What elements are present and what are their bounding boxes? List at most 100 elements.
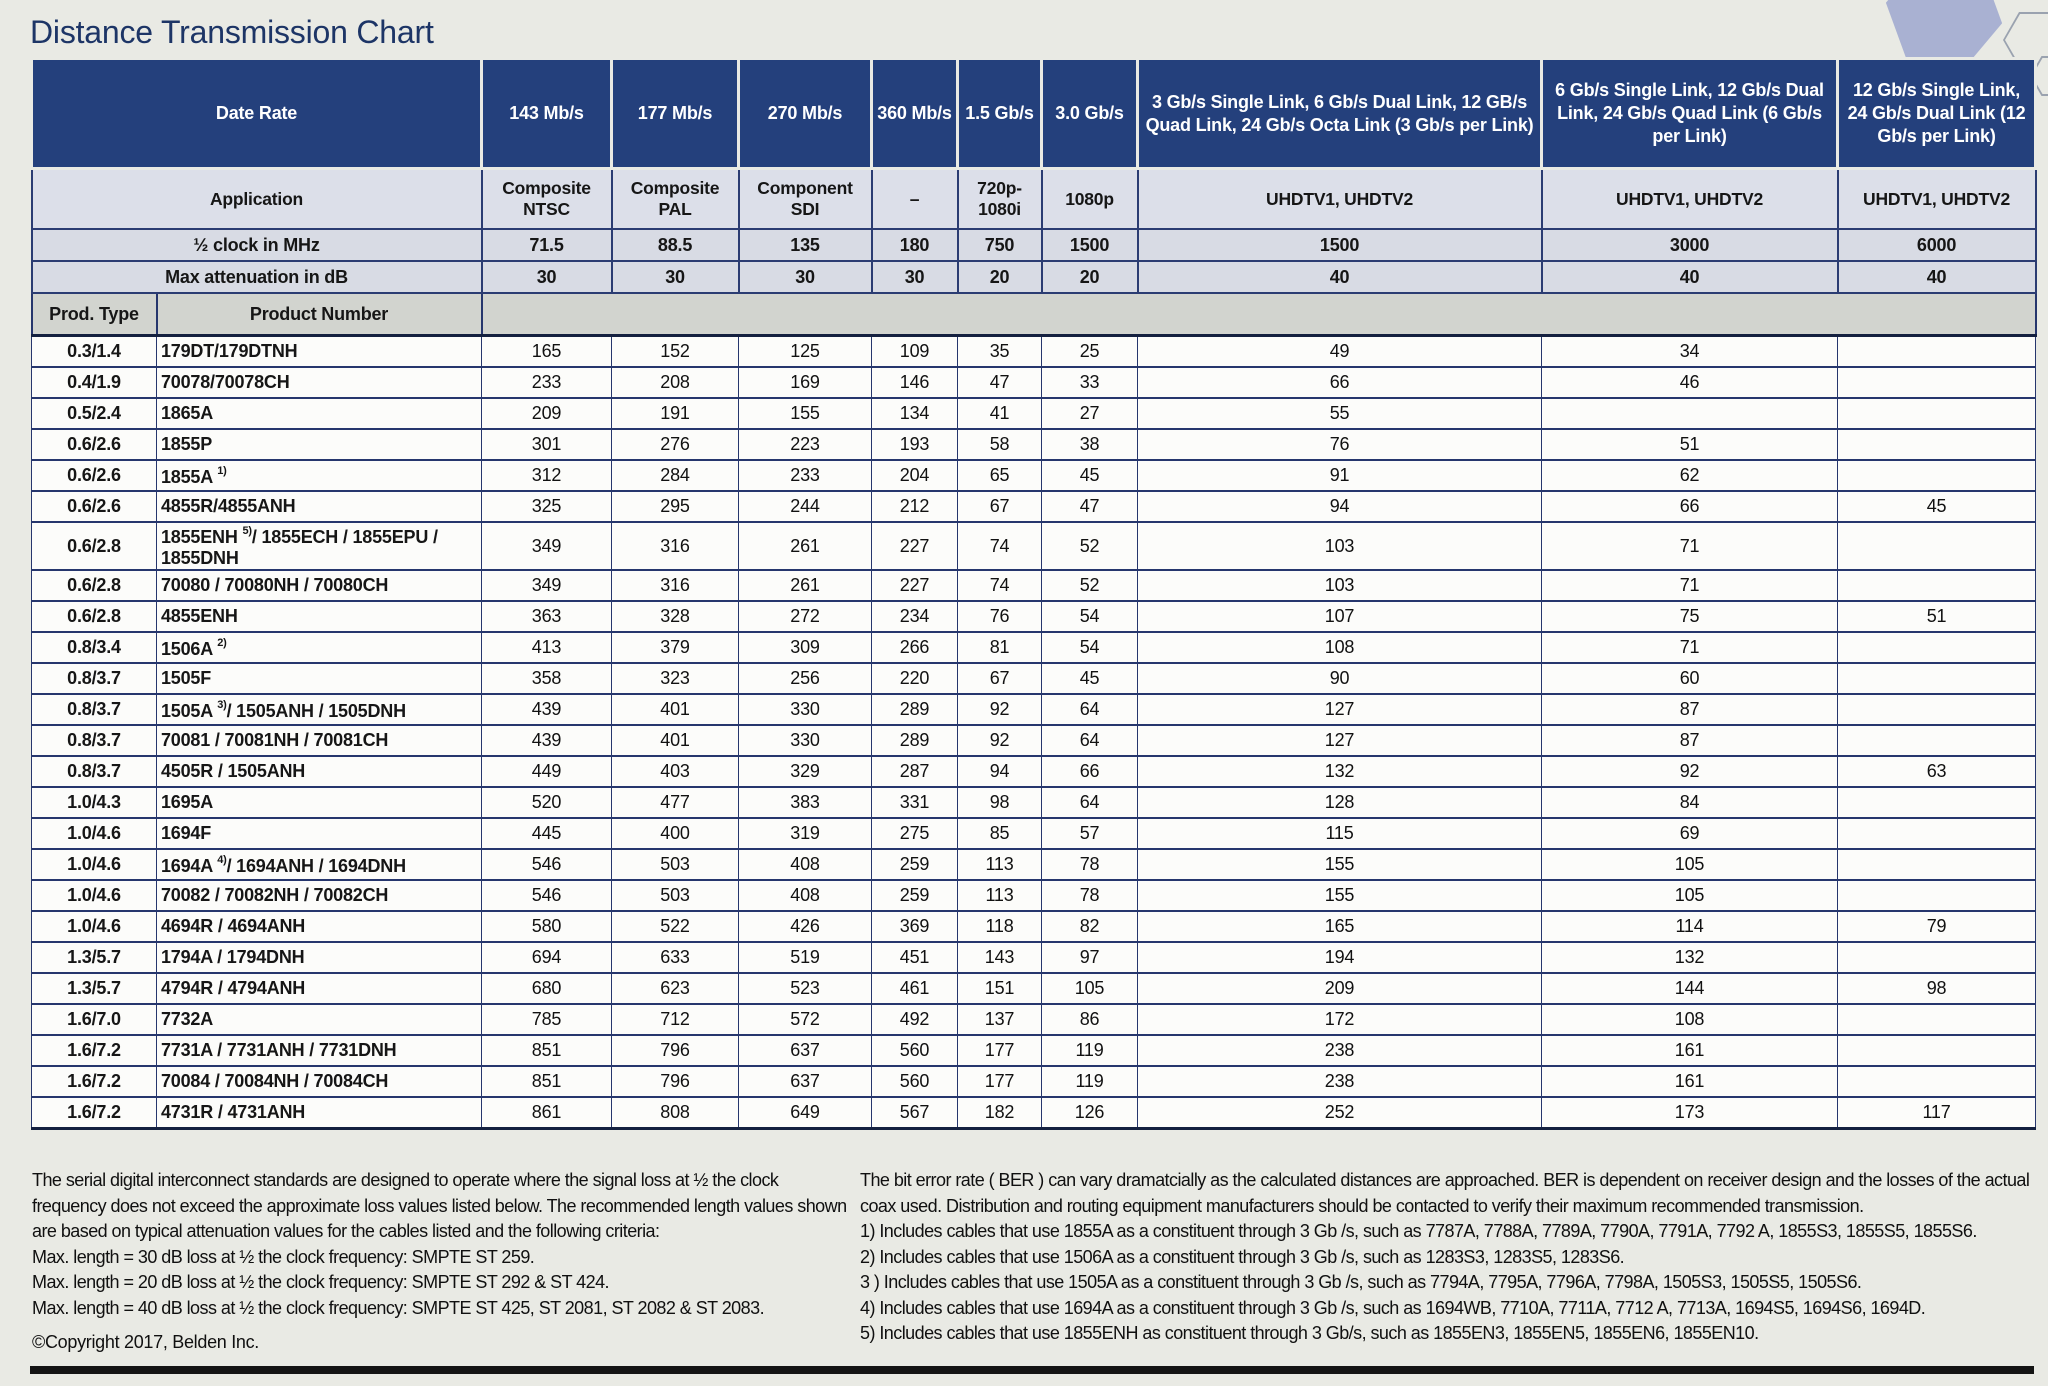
product-number-cell: 1855A 1) — [155, 459, 483, 492]
value-cell — [1837, 366, 2037, 399]
value-cell: 633 — [611, 941, 740, 974]
table-row: 0.6/2.6 1855A 1) 312 284 233 204 65 45 91 62 — [31, 459, 2037, 492]
product-number-cell: 4505R / 1505ANH — [155, 755, 483, 788]
header-row-application: Application Composite NTSC Composite PAL… — [30, 167, 2037, 230]
value-cell: 316 — [611, 569, 740, 602]
value-cell: 55 — [1137, 397, 1543, 430]
value-cell: 276 — [611, 428, 740, 461]
prod-type-cell: 1.0/4.6 — [31, 879, 157, 912]
footnote-line: 5) Includes cables that use 1855ENH as c… — [860, 1323, 1759, 1343]
prod-type-cell: 1.6/7.2 — [31, 1034, 157, 1067]
product-number-cell: 1694F — [155, 817, 483, 850]
value-cell — [1837, 848, 2037, 881]
header-row-attenuation: Max attenuation in dB 30 30 30 30 20 20 … — [30, 260, 2037, 294]
value-cell: 127 — [1137, 724, 1543, 757]
value-cell: 65 — [957, 459, 1043, 492]
value-cell: 289 — [871, 724, 959, 757]
product-number-cell: 4694R / 4694ANH — [155, 910, 483, 943]
value-cell: 146 — [871, 366, 959, 399]
distance-transmission-table: Date Rate 143 Mb/s 177 Mb/s 270 Mb/s 360… — [29, 57, 2038, 1130]
attenuation-cell: 30 — [610, 260, 740, 294]
product-number-cell: 7731A / 7731ANH / 7731DNH — [155, 1034, 483, 1067]
value-cell: 128 — [1137, 786, 1543, 819]
table-row: 0.8/3.4 1506A 2) 413 379 309 266 81 54 108 71 — [31, 631, 2037, 664]
value-cell: 98 — [1837, 972, 2037, 1005]
value-cell: 301 — [481, 428, 613, 461]
value-cell: 117 — [1837, 1096, 2037, 1130]
value-cell: 623 — [611, 972, 740, 1005]
value-cell: 694 — [481, 941, 613, 974]
value-cell: 109 — [871, 334, 959, 368]
value-cell: 54 — [1041, 631, 1139, 664]
value-cell: 177 — [957, 1034, 1043, 1067]
table-row: 1.6/7.2 7731A / 7731ANH / 7731DNH 851 796 63… — [31, 1034, 2037, 1067]
value-cell: 155 — [1137, 848, 1543, 881]
table-row: 1.6/7.0 7732A 785 712 572 492 137 86 172 108 — [31, 1003, 2037, 1036]
value-cell: 161 — [1541, 1065, 1839, 1098]
value-cell: 78 — [1041, 848, 1139, 881]
value-cell: 90 — [1137, 662, 1543, 695]
criteria-line: Max. length = 40 dB loss at ½ the clock … — [32, 1297, 765, 1318]
prod-type-cell: 0.5/2.4 — [31, 397, 157, 430]
value-cell: 58 — [957, 428, 1043, 461]
value-cell: 383 — [738, 786, 873, 819]
value-cell: 66 — [1137, 366, 1543, 399]
product-number-cell: 1865A — [155, 397, 483, 430]
prod-type-cell: 1.0/4.6 — [31, 848, 157, 881]
value-cell: 47 — [1041, 490, 1139, 523]
application-cell: UHDTV1, UHDTV2 — [1540, 167, 1839, 230]
value-cell: 66 — [1041, 755, 1139, 788]
value-cell: 64 — [1041, 724, 1139, 757]
notes-left: The serial digital interconnect standard… — [32, 1168, 850, 1356]
value-cell: 63 — [1837, 755, 2037, 788]
criteria-line: Max. length = 30 dB loss at ½ the clock … — [32, 1246, 535, 1267]
header-row-clock: ½ clock in MHz 71.5 88.5 135 180 750 150… — [30, 228, 2037, 262]
prod-type-cell: 0.8/3.7 — [31, 724, 157, 757]
value-cell: 331 — [871, 786, 959, 819]
value-cell — [1837, 941, 2037, 974]
value-cell: 316 — [611, 521, 740, 571]
prod-type-cell: 1.0/4.6 — [31, 817, 157, 850]
clock-cell: 3000 — [1540, 228, 1839, 262]
value-cell: 86 — [1041, 1003, 1139, 1036]
table-row: 0.8/3.7 4505R / 1505ANH 449 403 329 287 94 66 13… — [31, 755, 2037, 788]
prod-type-cell: 0.6/2.8 — [31, 569, 157, 602]
value-cell — [1837, 724, 2037, 757]
prod-type-cell: 1.6/7.2 — [31, 1065, 157, 1098]
value-cell: 47 — [957, 366, 1043, 399]
value-cell: 637 — [738, 1034, 873, 1067]
prod-type-cell: 1.3/5.7 — [31, 972, 157, 1005]
value-cell: 244 — [738, 490, 873, 523]
value-cell: 134 — [871, 397, 959, 430]
product-number-cell: 1695A — [155, 786, 483, 819]
value-cell: 67 — [957, 490, 1043, 523]
value-cell: 209 — [1137, 972, 1543, 1005]
value-cell: 358 — [481, 662, 613, 695]
value-cell: 212 — [871, 490, 959, 523]
footnote-line: 2) Includes cables that use 1506A as a c… — [860, 1246, 1625, 1267]
value-cell: 105 — [1541, 848, 1839, 881]
value-cell: 143 — [957, 941, 1043, 974]
value-cell: 45 — [1041, 662, 1139, 695]
value-cell: 194 — [1137, 941, 1543, 974]
value-cell: 91 — [1137, 459, 1543, 492]
value-cell: 492 — [871, 1003, 959, 1036]
value-cell: 227 — [871, 569, 959, 602]
value-cell: 87 — [1541, 724, 1839, 757]
prod-type-cell: 0.8/3.4 — [31, 631, 157, 664]
prod-type-cell: 1.6/7.0 — [31, 1003, 157, 1036]
value-cell: 523 — [738, 972, 873, 1005]
value-cell: 64 — [1041, 786, 1139, 819]
value-cell: 861 — [481, 1096, 613, 1130]
header-rate-col: 12 Gb/s Single Link, 24 Gb/s Dual Link (… — [1836, 57, 2038, 170]
clock-cell: 750 — [956, 228, 1043, 262]
value-cell: 546 — [481, 848, 613, 881]
value-cell — [1837, 1003, 2037, 1036]
clock-cell: 71.5 — [480, 228, 613, 262]
value-cell: 233 — [481, 366, 613, 399]
value-cell — [1837, 662, 2037, 695]
application-cell: – — [870, 167, 959, 230]
application-cell: Composite NTSC — [480, 167, 613, 230]
value-cell: 49 — [1137, 334, 1543, 368]
